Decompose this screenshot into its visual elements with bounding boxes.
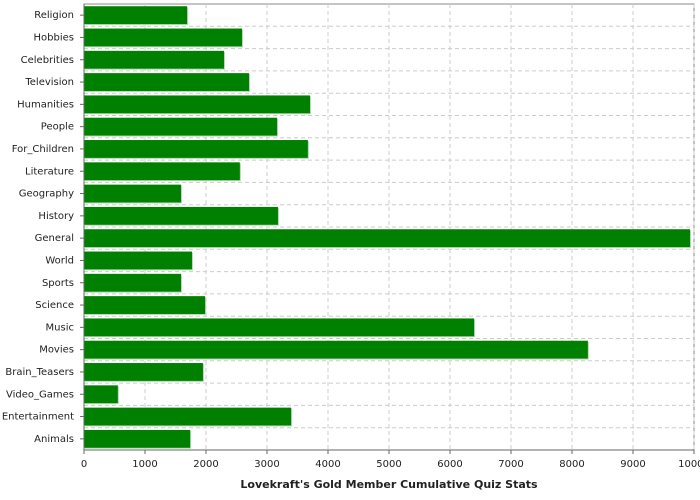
bar: [84, 73, 250, 91]
x-tick-label: 10000: [678, 459, 700, 470]
y-tick-label: Geography: [19, 189, 74, 200]
y-tick-label: Humanities: [17, 99, 74, 110]
y-tick-label: Celebrities: [21, 55, 74, 66]
x-axis-label: Lovekraft's Gold Member Cumulative Quiz …: [240, 478, 538, 491]
bar: [84, 296, 206, 314]
y-tick-label: Entertainment: [2, 412, 74, 423]
y-tick-label: Hobbies: [34, 32, 74, 43]
x-tick-label: 8000: [559, 459, 584, 470]
bar: [84, 273, 181, 292]
x-tick-label: 9000: [620, 459, 645, 470]
bar: [84, 95, 311, 114]
y-tick-label: History: [38, 211, 74, 222]
bar: [84, 229, 691, 248]
y-tick-label: Science: [35, 300, 74, 311]
bar: [84, 340, 588, 359]
x-tick-label: 1000: [132, 459, 157, 470]
bar: [84, 318, 475, 337]
y-tick-label: General: [35, 233, 74, 244]
y-tick-label: Animals: [34, 434, 74, 445]
y-tick-label: World: [45, 255, 74, 266]
y-tick-label: Movies: [39, 345, 74, 356]
y-tick-label: Music: [46, 322, 74, 333]
y-tick-label: Brain_Teasers: [5, 367, 74, 378]
bar: [84, 363, 203, 381]
bar: [84, 117, 278, 136]
bar: [84, 184, 181, 203]
y-tick-label: Sports: [42, 278, 74, 289]
x-tick-label: 7000: [498, 459, 523, 470]
bar: [84, 385, 118, 404]
bar: [84, 251, 192, 270]
bar: [84, 6, 188, 25]
x-tick-label: 3000: [254, 459, 279, 470]
y-tick-label: People: [41, 122, 74, 133]
x-tick-label: 4000: [315, 459, 340, 470]
y-tick-label: Religion: [34, 10, 74, 21]
bar: [84, 162, 240, 181]
bar: [84, 407, 292, 426]
x-tick-label: 2000: [193, 459, 218, 470]
y-tick-label: For_Children: [12, 144, 74, 155]
bar: [84, 206, 278, 225]
x-tick-label: 0: [81, 459, 87, 470]
bar: [84, 140, 308, 158]
bar: [84, 429, 191, 448]
bar: [84, 28, 242, 47]
y-tick-label: Video_Games: [6, 389, 74, 400]
y-tick-label: Literature: [25, 166, 74, 177]
x-tick-label: 5000: [376, 459, 401, 470]
y-tick-label: Television: [24, 77, 74, 88]
x-tick-label: 6000: [437, 459, 462, 470]
bar: [84, 50, 224, 69]
